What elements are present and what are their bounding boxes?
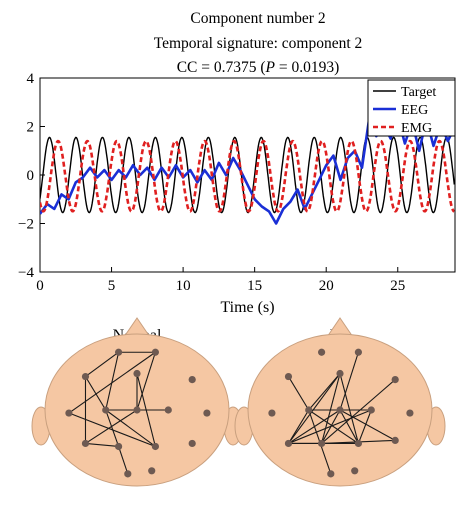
head-diagrams: NormalPD [31,317,446,487]
electrode-node [284,372,293,381]
connection-edge [321,379,396,444]
connection-edge [321,373,341,444]
y-tick-label: −4 [18,265,34,281]
electrode-node [354,439,362,448]
electrode-node [188,439,196,448]
connection-edge [288,376,310,411]
y-tick-label: 0 [27,168,35,184]
electrode-node [151,442,159,451]
electrode-node [391,376,399,384]
x-tick-label: 25 [390,278,405,294]
legend: Target EEG EMG [367,79,456,137]
electrode-node [336,369,344,378]
electrode-node [148,467,156,475]
connection-edge [339,409,359,444]
series-emg-line [40,139,455,213]
connection-edge [339,352,359,411]
electrode-node [81,439,90,448]
electrode-node [406,409,414,417]
electrode-node [115,348,123,356]
electrode-node [133,406,141,414]
chart-titles: Component number 2 Temporal signature: c… [154,10,363,76]
connection-edge [357,409,372,444]
connection-edge [68,351,156,414]
plot-area: 0 5 10 15 20 25 −4 −2 0 2 4 Time (s) Target EEG EMG [18,71,456,316]
head-panel-normal: Normal [31,317,243,487]
electrode-node [102,406,110,414]
legend-label-emg: EMG [401,121,432,136]
electrode-node [203,409,211,417]
electrode-node [164,406,172,414]
tick-labels: 0 5 10 15 20 25 −4 −2 0 2 4 [18,71,405,294]
electrode-node [367,406,375,414]
connection-edge [85,351,119,378]
electrode-node [351,467,359,475]
connection-edge [85,409,138,444]
electrode-node [336,406,344,414]
electrode-node [284,439,293,448]
electrode-node [327,470,335,478]
connection-edge [288,409,310,444]
electrode-node [354,348,362,356]
connection-edge [136,352,156,411]
legend-label-target: Target [401,85,436,100]
head-panel-pd: PD [234,317,446,487]
x-tick-label: 0 [36,278,44,294]
y-tick-label: 4 [27,71,35,87]
connection-edge [105,409,156,447]
electrode-node [268,409,276,417]
connection-edge [105,352,120,411]
connection-edge [308,373,341,411]
electrode-node [318,439,326,448]
connection-edge [339,373,359,444]
x-tick-label: 10 [176,278,191,294]
chart-subtitle: Temporal signature: component 2 [154,35,363,52]
y-tick-label: 2 [27,120,35,136]
electrode-node [188,376,196,384]
legend-label-eeg: EEG [401,103,428,118]
electrode-node [81,372,90,381]
electrode-node [318,348,326,356]
connection-edge [321,409,341,444]
y-tick-label: −2 [18,217,34,233]
connection-edge [288,409,372,444]
connection-edge [105,409,120,447]
connection-edge [288,373,341,444]
cc-label: CC = 0.7375 (P = 0.0193) [177,59,340,76]
connection-edge [68,412,156,447]
electrode-node [305,406,313,414]
electrode-node [151,348,159,356]
x-tick-label: 20 [319,278,334,294]
x-tick-label: 15 [247,278,262,294]
electrode-node [65,409,73,417]
connection-edge [308,409,359,444]
x-tick-label: 5 [108,278,116,294]
electrode-node [391,436,399,444]
x-axis-label: Time (s) [220,299,274,316]
electrode-node [115,442,123,451]
axis-ticks [39,77,399,273]
electrode-node [133,369,141,378]
series-target-line [40,136,455,214]
connection-edge [339,409,396,441]
connection-edge [85,442,119,448]
electrode-node [124,470,132,478]
connection-edge [85,376,107,411]
chart-title: Component number 2 [190,10,325,27]
connection-edge [118,446,129,475]
